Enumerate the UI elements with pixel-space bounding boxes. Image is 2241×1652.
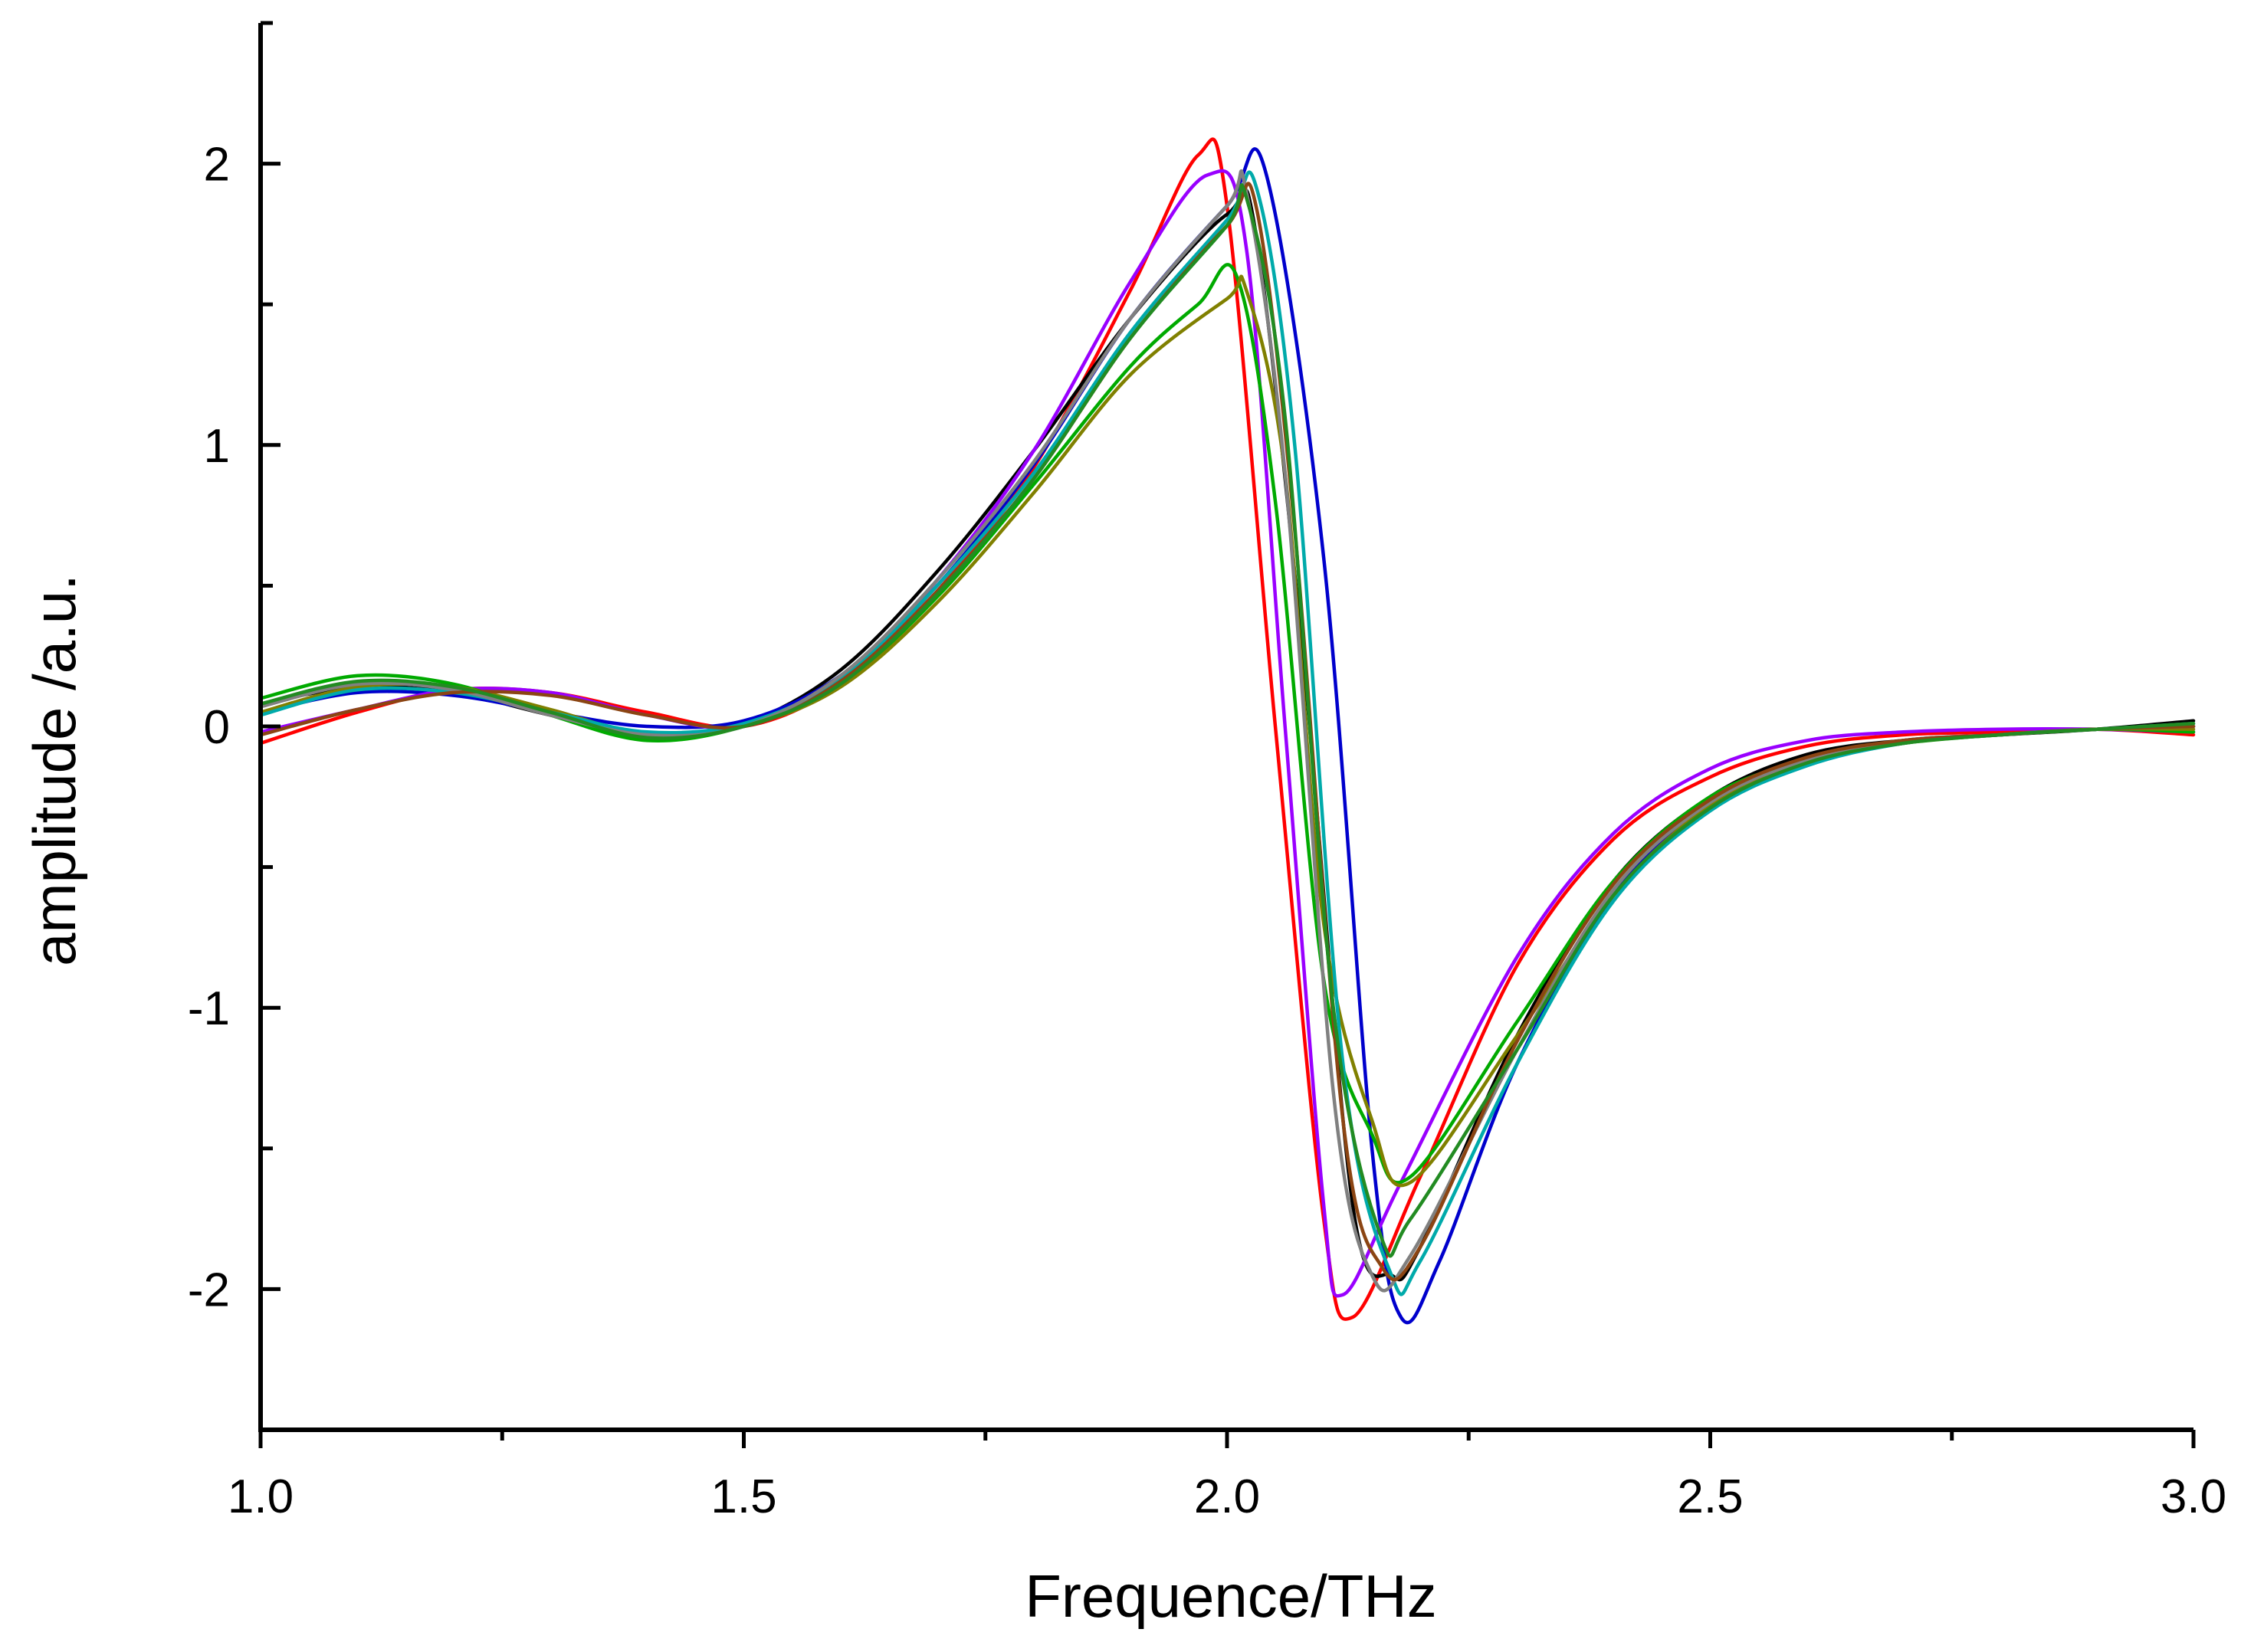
series-line-7	[258, 170, 2196, 1296]
x-tick-label: 2.0	[1194, 1470, 1260, 1523]
y-tick-label: -2	[188, 1264, 230, 1316]
axes-layer: 1.0 1.5 2.0 2.5 3.0 -2 -1 0 1 2	[188, 21, 2226, 1523]
y-axis-title: amplitude /a.u.	[21, 574, 88, 966]
x-tick-label: 1.0	[228, 1470, 294, 1523]
series-line-1	[258, 137, 2196, 1321]
y-tick-label: -1	[188, 982, 230, 1035]
x-tick-label: 2.5	[1677, 1470, 1743, 1523]
x-tick-label: 1.5	[710, 1470, 776, 1523]
y-tick-label: 0	[204, 701, 230, 754]
y-tick-label: 1	[204, 420, 230, 473]
x-axis-title: Frequence/THz	[1025, 1562, 1437, 1630]
series-line-5	[258, 263, 2196, 1185]
x-tick-label: 3.0	[2161, 1470, 2226, 1523]
series-line-10	[258, 183, 2196, 1258]
series-layer	[258, 137, 2196, 1325]
y-tick-label: 2	[204, 139, 230, 192]
series-line-4	[258, 169, 2196, 1298]
